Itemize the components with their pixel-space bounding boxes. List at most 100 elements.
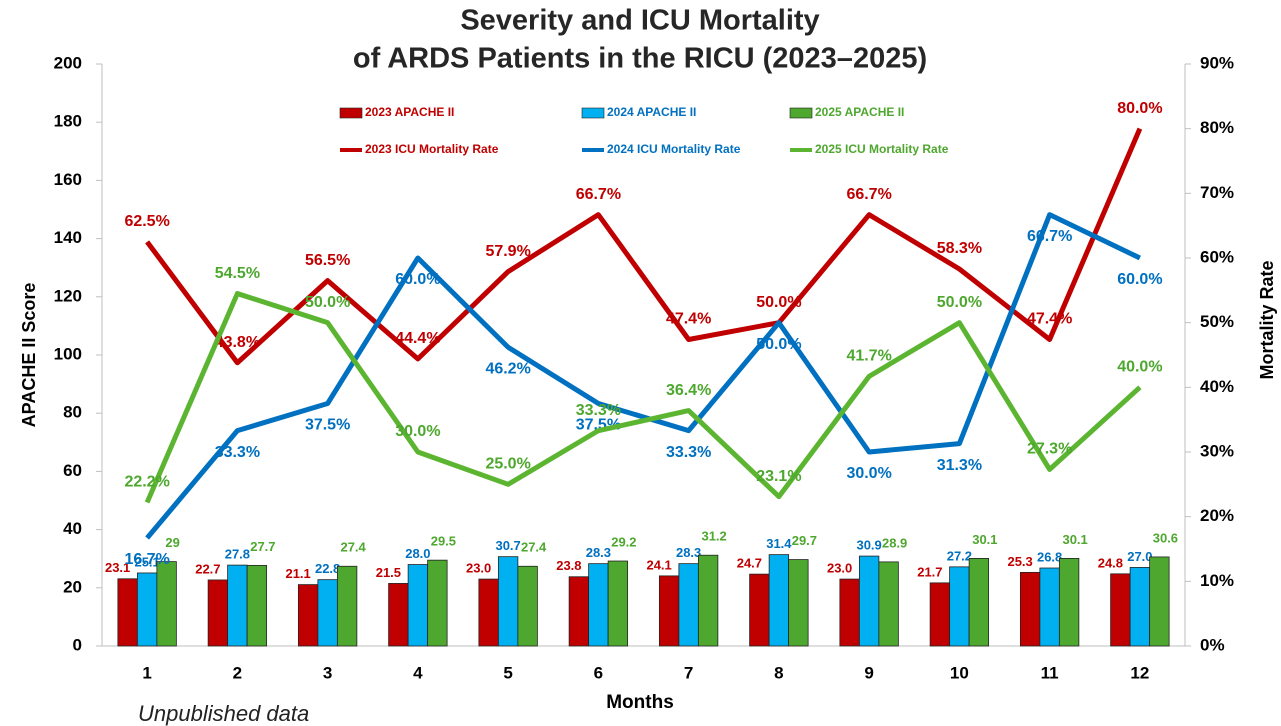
bar bbox=[407, 564, 429, 647]
bar bbox=[156, 561, 177, 647]
line-value-label: 46.2% bbox=[485, 360, 530, 377]
line-value-label: 62.5% bbox=[124, 213, 169, 230]
bar bbox=[839, 578, 860, 647]
bar-value-label: 25.1 bbox=[134, 554, 159, 569]
legend-label: 2023 ICU Mortality Rate bbox=[365, 142, 499, 156]
y2-tick-label: 30% bbox=[1200, 441, 1234, 460]
bar-value-label: 23.0 bbox=[466, 561, 491, 576]
y2-tick-label: 50% bbox=[1200, 312, 1234, 331]
bar-value-label: 22.7 bbox=[195, 561, 220, 576]
line-value-label: 66.7% bbox=[1027, 228, 1072, 245]
line-value-label: 66.7% bbox=[846, 186, 891, 203]
bar bbox=[768, 554, 790, 647]
bar bbox=[207, 579, 229, 647]
x-tick-label: 7 bbox=[684, 663, 693, 682]
line-value-label: 56.5% bbox=[305, 252, 350, 269]
chart-title: of ARDS Patients in the RICU (2023–2025) bbox=[353, 43, 927, 75]
y2-tick-label: 10% bbox=[1200, 571, 1234, 590]
bar bbox=[427, 559, 448, 647]
bar bbox=[336, 565, 358, 647]
y2-tick-label: 80% bbox=[1200, 118, 1234, 137]
bar bbox=[1110, 573, 1131, 647]
line-value-label: 16.7% bbox=[124, 551, 169, 568]
x-tick-label: 3 bbox=[323, 663, 332, 682]
bar-value-label: 28.9 bbox=[882, 535, 907, 550]
bar-value-label: 21.5 bbox=[376, 565, 401, 580]
line-value-label: 36.4% bbox=[666, 382, 711, 399]
line-value-label: 25.0% bbox=[485, 456, 530, 473]
y-tick-label: 180 bbox=[54, 112, 82, 131]
line-value-label: 47.4% bbox=[1027, 311, 1072, 328]
line-value-label: 23.1% bbox=[756, 468, 801, 485]
bar-value-label: 28.0 bbox=[405, 546, 430, 561]
bar bbox=[607, 560, 629, 647]
bar bbox=[1019, 571, 1041, 647]
line-value-label: 54.5% bbox=[215, 265, 260, 282]
bar-value-label: 30.6 bbox=[1153, 530, 1178, 545]
y2-axis-label: Mortality Rate bbox=[1257, 260, 1277, 379]
bar-value-label: 25.3 bbox=[1007, 554, 1032, 569]
bar-value-label: 28.3 bbox=[586, 545, 611, 560]
bar-value-label: 29.7 bbox=[792, 533, 817, 548]
line-value-label: 43.8% bbox=[215, 334, 260, 351]
legend-swatch bbox=[339, 107, 363, 119]
y-tick-label: 20 bbox=[63, 577, 82, 596]
bar-value-label: 29 bbox=[165, 535, 179, 550]
bar-value-label: 27.0 bbox=[1127, 549, 1152, 564]
y2-tick-label: 20% bbox=[1200, 506, 1234, 525]
line-value-label: 33.3% bbox=[576, 402, 621, 419]
bar-value-label: 23.0 bbox=[827, 561, 852, 576]
bar-value-label: 26.8 bbox=[1037, 549, 1062, 564]
x-tick-label: 5 bbox=[503, 663, 512, 682]
line-value-label: 66.7% bbox=[576, 186, 621, 203]
bar-value-label: 27.4 bbox=[521, 540, 547, 555]
line-value-label: 58.3% bbox=[937, 240, 982, 257]
line-value-label: 27.3% bbox=[1027, 441, 1072, 458]
bar bbox=[1149, 556, 1170, 647]
bar bbox=[929, 582, 951, 647]
y-axis-label: APACHE II Score bbox=[19, 283, 39, 428]
legend-label: 2024 ICU Mortality Rate bbox=[607, 142, 741, 156]
bar bbox=[658, 575, 680, 647]
line-value-label: 41.7% bbox=[846, 348, 891, 365]
line-value-label: 50.0% bbox=[756, 336, 801, 353]
bar bbox=[788, 559, 809, 647]
y-tick-label: 140 bbox=[54, 228, 82, 247]
bar-value-label: 28.3 bbox=[676, 545, 701, 560]
y-tick-label: 200 bbox=[54, 53, 82, 72]
x-tick-label: 2 bbox=[233, 663, 242, 682]
bar bbox=[478, 578, 499, 647]
line-value-label: 40.0% bbox=[1117, 359, 1162, 376]
x-axis-label: Months bbox=[606, 692, 674, 713]
line-value-label: 60.0% bbox=[1117, 271, 1162, 288]
bar bbox=[227, 564, 248, 647]
bar bbox=[297, 584, 319, 647]
line-value-label: 31.3% bbox=[937, 457, 982, 474]
bar-value-label: 27.7 bbox=[250, 539, 275, 554]
bar bbox=[136, 572, 158, 647]
line-value-label: 50.0% bbox=[756, 294, 801, 311]
bar bbox=[117, 578, 138, 647]
bar bbox=[878, 561, 899, 647]
line-value-label: 60.0% bbox=[395, 271, 440, 288]
line-value-label: 57.9% bbox=[485, 243, 530, 260]
bar-value-label: 30.1 bbox=[972, 532, 997, 547]
bar bbox=[568, 576, 590, 647]
line-value-label: 37.5% bbox=[305, 417, 350, 434]
bar bbox=[1129, 567, 1151, 647]
bar-value-label: 24.1 bbox=[646, 557, 671, 572]
bar-value-label: 24.8 bbox=[1098, 555, 1123, 570]
bar-value-label: 23.8 bbox=[556, 558, 581, 573]
legend-label: 2024 APACHE II bbox=[607, 105, 696, 119]
bar bbox=[697, 554, 719, 647]
line-value-label: 22.2% bbox=[124, 474, 169, 491]
bar bbox=[858, 555, 880, 647]
chart-title: Severity and ICU Mortality bbox=[460, 5, 819, 37]
legend-label: 2025 APACHE II bbox=[815, 105, 904, 119]
y-tick-label: 100 bbox=[54, 344, 82, 363]
bar bbox=[949, 566, 970, 647]
bar-value-label: 29.5 bbox=[431, 534, 456, 549]
line bbox=[145, 127, 1143, 366]
bar bbox=[317, 579, 338, 647]
y-tick-label: 80 bbox=[63, 403, 82, 422]
